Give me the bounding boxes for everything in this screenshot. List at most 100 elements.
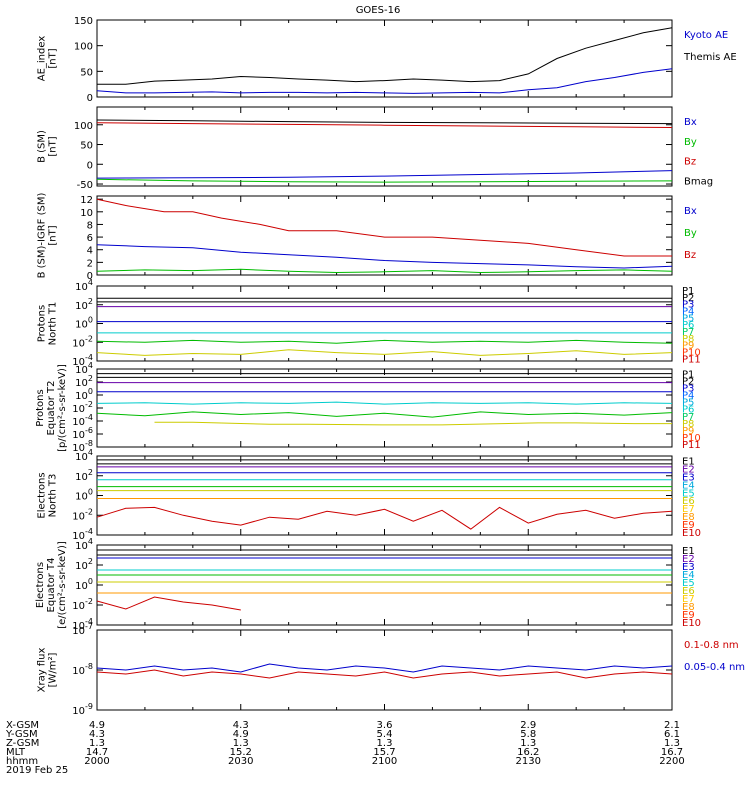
y-tick-label: 2 [87, 258, 93, 269]
y-tick-label: -50 [77, 180, 93, 191]
y-tick-label: 4 [87, 246, 93, 257]
y-tick-label: 102 [75, 297, 93, 312]
legend-entry: P5 [682, 398, 694, 409]
y-tick-label: 10 [80, 208, 93, 219]
y-tick-label: 0 [87, 160, 93, 171]
y-tick-label: 10-4 [72, 617, 93, 632]
ephemeris-value: 1.3 [377, 738, 393, 749]
legend-entry: Kyoto AE [684, 30, 728, 41]
legend-entry: P2 [682, 293, 694, 304]
ephemeris-value: 4.9 [89, 720, 105, 731]
ephemeris-value: 16.2 [517, 747, 539, 758]
panel-frame [96, 455, 673, 536]
series-line [96, 506, 673, 530]
y-tick-label: 10-8 [72, 439, 93, 454]
y-axis-label: North T3 [48, 474, 59, 518]
legend-entry: P6 [682, 405, 694, 416]
ephemeris-label: MLT [6, 747, 26, 758]
legend-entry: E3 [682, 562, 695, 573]
panel-frame [96, 19, 673, 98]
panel-3: 12 108 6 42 0 B (SM)-IGRF (SM) [nT] Bx By Bz [37, 193, 697, 282]
series-line [96, 596, 241, 611]
y-axis-label: Protons [35, 389, 46, 426]
legend-entry: E4 [682, 480, 695, 491]
y-tick-label: 50 [80, 141, 93, 152]
panel-frame [96, 544, 673, 626]
panel-frame [96, 368, 673, 448]
ephemeris-value: 4.3 [89, 729, 105, 740]
panel-1: 150 100 50 0 AE_index [nT] Kyoto AE Themis AE [37, 16, 737, 104]
legend-entry: 0.05-0.4 nm [684, 662, 745, 673]
y-tick-label: 10-4 [72, 527, 93, 542]
y-tick-label: 150 [74, 16, 93, 27]
y-tick-label: 0 [87, 93, 93, 104]
y-tick-label: 10-6 [72, 426, 93, 441]
panel-2: 100 50 0 -50 B (SM) [nT] Bx By Bz Bmag [37, 106, 713, 191]
legend-entry: Themis AE [683, 52, 737, 63]
series-line [96, 268, 673, 274]
legend-entry: E7 [682, 594, 695, 605]
y-tick-label: 8 [87, 220, 93, 231]
series-line [96, 198, 672, 257]
legend-entry: P5 [682, 313, 694, 324]
ephemeris-value: 6.1 [664, 729, 680, 740]
y-tick-label: 104 [75, 448, 93, 463]
ephemeris-value: 14.7 [86, 747, 108, 758]
ephemeris-label: Z-GSM [6, 738, 39, 749]
y-tick-label: 104 [75, 361, 93, 376]
legend-entry: E2 [682, 465, 695, 476]
legend-entry: P8 [682, 419, 694, 430]
y-tick-label: 104 [75, 537, 93, 552]
ephemeris-value: 3.6 [377, 720, 393, 731]
legend-entry: E1 [682, 546, 695, 557]
legend-entry: E9 [682, 520, 695, 531]
y-axis-label: [nT] [48, 48, 59, 68]
series-line [97, 27, 673, 85]
panel-frame [96, 106, 673, 187]
series-line [96, 119, 673, 125]
ephemeris-value: 1.3 [520, 738, 536, 749]
legend-entry: P6 [682, 320, 694, 331]
legend-entry: E5 [682, 488, 695, 499]
y-tick-label: 104 [75, 278, 93, 293]
legend-entry: P11 [682, 354, 701, 365]
legend-entry: P3 [682, 383, 694, 394]
legend-entry: P7 [682, 327, 694, 338]
y-axis-label: Protons [37, 305, 48, 342]
series-line [96, 68, 673, 94]
ephemeris-value: 16.7 [661, 747, 683, 758]
legend-entry: P1 [682, 286, 694, 297]
y-tick-label: 10-4 [72, 353, 93, 368]
y-tick-label: 10-7 [72, 622, 93, 637]
ephemeris-value: 5.4 [377, 729, 393, 740]
legend-entry: E6 [682, 496, 695, 507]
y-tick-label: 6 [87, 233, 93, 244]
panel-7: 104 102 100 10-2 10-4 Electrons Equator T4 [e/(… [35, 537, 701, 632]
legend-entry: E1 [682, 457, 695, 468]
y-axis-label: Xray flux [37, 648, 48, 693]
legend-entry: E3 [682, 473, 695, 484]
y-tick-label: 100 [75, 316, 93, 331]
legend-entry: P4 [682, 391, 694, 402]
legend-entry: E5 [682, 578, 695, 589]
y-axis-label: [nT] [48, 225, 59, 245]
legend-entry: E2 [682, 554, 695, 565]
legend-entry: Bz [684, 157, 696, 168]
y-tick-label: 100 [75, 387, 93, 402]
legend-entry: E8 [682, 512, 695, 523]
panel-frame [96, 285, 673, 362]
ephemeris-label: Y-GSM [5, 729, 38, 740]
ephemeris-value: 4.9 [233, 729, 249, 740]
ephemeris-value: 2000 [84, 756, 109, 767]
plot-title: GOES-16 [356, 5, 401, 16]
legend-entry: Bx [684, 206, 697, 217]
ephemeris-value: 5.8 [520, 729, 536, 740]
ephemeris-label: 2019 Feb 25 [6, 765, 68, 776]
series-line [96, 349, 673, 356]
series-line [96, 244, 673, 269]
y-axis-label: Electrons [35, 562, 46, 608]
ephemeris-value: 2130 [516, 756, 541, 767]
legend-entry: Bmag [684, 176, 713, 187]
